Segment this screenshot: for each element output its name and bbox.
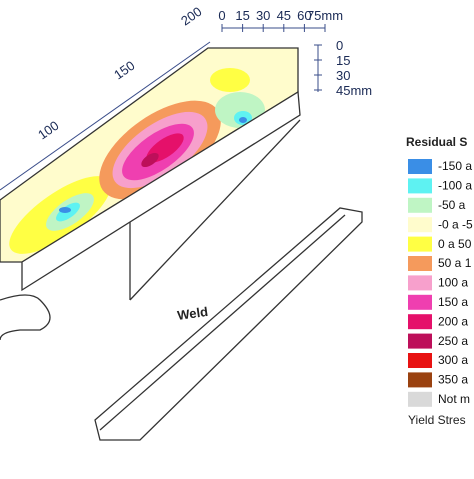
- legend-swatch: [408, 178, 432, 194]
- scale-label: 45: [277, 8, 291, 23]
- scale-label: 45mm: [336, 83, 372, 98]
- scale-label: 15: [336, 53, 350, 68]
- legend-label: -150 a: [438, 159, 472, 173]
- scale-label: 150: [111, 58, 137, 83]
- rail-foot: [0, 119, 363, 441]
- legend-label: 50 a 1: [438, 256, 472, 270]
- legend-swatch: [408, 197, 432, 213]
- legend-label: -50 a: [438, 198, 466, 212]
- legend-label: 350 a: [438, 373, 468, 387]
- scale-label: 0: [336, 38, 343, 53]
- scale-line: [0, 41, 211, 191]
- scale-label: 30: [256, 8, 270, 23]
- scale-label: 60: [297, 8, 311, 23]
- legend-note: Yield Stres: [408, 413, 466, 427]
- legend-label: -0 a -5: [438, 217, 473, 231]
- legend-label: -100 a: [438, 179, 472, 193]
- legend-swatch: [408, 159, 432, 174]
- legend-label: Not m: [438, 392, 470, 406]
- legend-label: 100 a: [438, 276, 468, 290]
- legend-swatch: [408, 294, 432, 310]
- legend-label: 0 a 50: [438, 237, 472, 251]
- legend-swatch: [408, 372, 432, 388]
- scale-label: 0: [218, 8, 225, 23]
- scale-label: 15: [235, 8, 249, 23]
- legend-swatch: [408, 275, 432, 291]
- legend-label: 200 a: [438, 314, 468, 328]
- rail-head: [0, 47, 301, 292]
- legend-swatch: [408, 353, 432, 368]
- legend-swatch: [408, 256, 432, 271]
- legend-swatch: [408, 236, 432, 252]
- legend-swatch: [408, 217, 432, 233]
- legend-label: 300 a: [438, 353, 468, 367]
- legend-label: 250 a: [438, 334, 468, 348]
- scale-label: 75mm: [307, 8, 343, 23]
- scale-label: 30: [336, 68, 350, 83]
- scale-label: 200: [178, 4, 204, 29]
- legend-swatch: [408, 314, 432, 330]
- legend-swatch: [408, 391, 432, 407]
- weld-label: Weld: [176, 304, 209, 323]
- legend-title: Residual S: [406, 135, 467, 149]
- legend-label: 150 a: [438, 295, 468, 309]
- scale-label: 100: [35, 118, 61, 143]
- legend-swatch: [408, 333, 432, 349]
